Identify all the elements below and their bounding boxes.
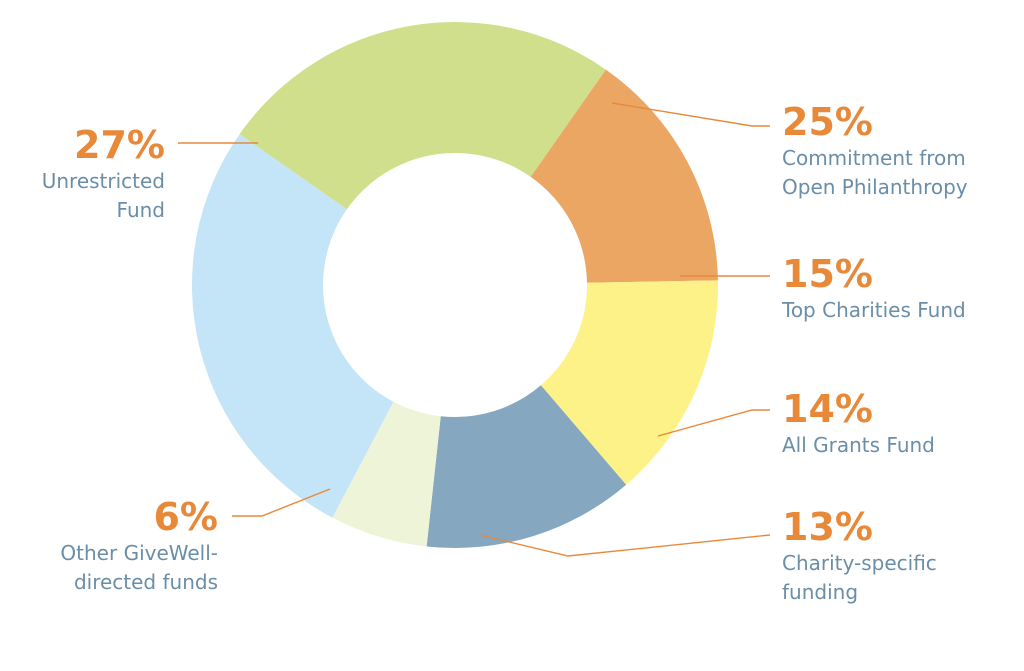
category-label-charity-specific-funding-line-2: funding	[782, 580, 858, 604]
slice-all-grants-fund	[540, 280, 719, 485]
category-label-other-givewell-directed-funds-line-1: Other GiveWell-	[60, 541, 218, 565]
percent-label-commitment-from-open-philanthropy: 25%	[782, 100, 873, 144]
leader-line-other-givewell-directed-funds	[232, 488, 331, 517]
category-label-charity-specific-funding-line-1: Charity-specific	[782, 551, 937, 575]
donut-slices	[191, 22, 719, 548]
percent-label-all-grants-fund: 14%	[782, 387, 873, 431]
category-label-all-grants-fund-line-1: All Grants Fund	[782, 433, 935, 457]
category-label-commitment-from-open-philanthropy-line-1: Commitment from	[782, 146, 966, 170]
slice-charity-specific-funding	[426, 385, 627, 548]
category-label-unrestricted-fund-line-2: Fund	[117, 198, 165, 222]
percent-label-charity-specific-funding: 13%	[782, 505, 873, 549]
slice-unrestricted-fund	[191, 134, 394, 518]
leader-line-commitment-from-open-philanthropy	[611, 102, 770, 127]
leader-lines	[178, 102, 771, 557]
category-label-top-charities-fund-line-1: Top Charities Fund	[781, 298, 966, 322]
percent-label-other-givewell-directed-funds: 6%	[153, 495, 218, 539]
slice-top-charities-fund	[530, 69, 718, 283]
percent-label-unrestricted-fund: 27%	[74, 123, 165, 167]
leader-line-all-grants-fund	[657, 409, 770, 437]
percent-label-top-charities-fund: 15%	[782, 252, 873, 296]
category-label-commitment-from-open-philanthropy-line-2: Open Philanthropy	[782, 175, 968, 199]
slice-commitment-from-open-philanthropy	[239, 22, 606, 210]
category-label-other-givewell-directed-funds-line-2: directed funds	[74, 570, 218, 594]
slice-labels: 25%Commitment from Open Philanthropy 15%To…	[42, 100, 968, 604]
category-label-unrestricted-fund-line-1: Unrestricted	[42, 169, 165, 193]
leader-line-charity-specific-funding	[479, 534, 771, 557]
slice-other-givewell-directed-funds	[332, 401, 441, 547]
